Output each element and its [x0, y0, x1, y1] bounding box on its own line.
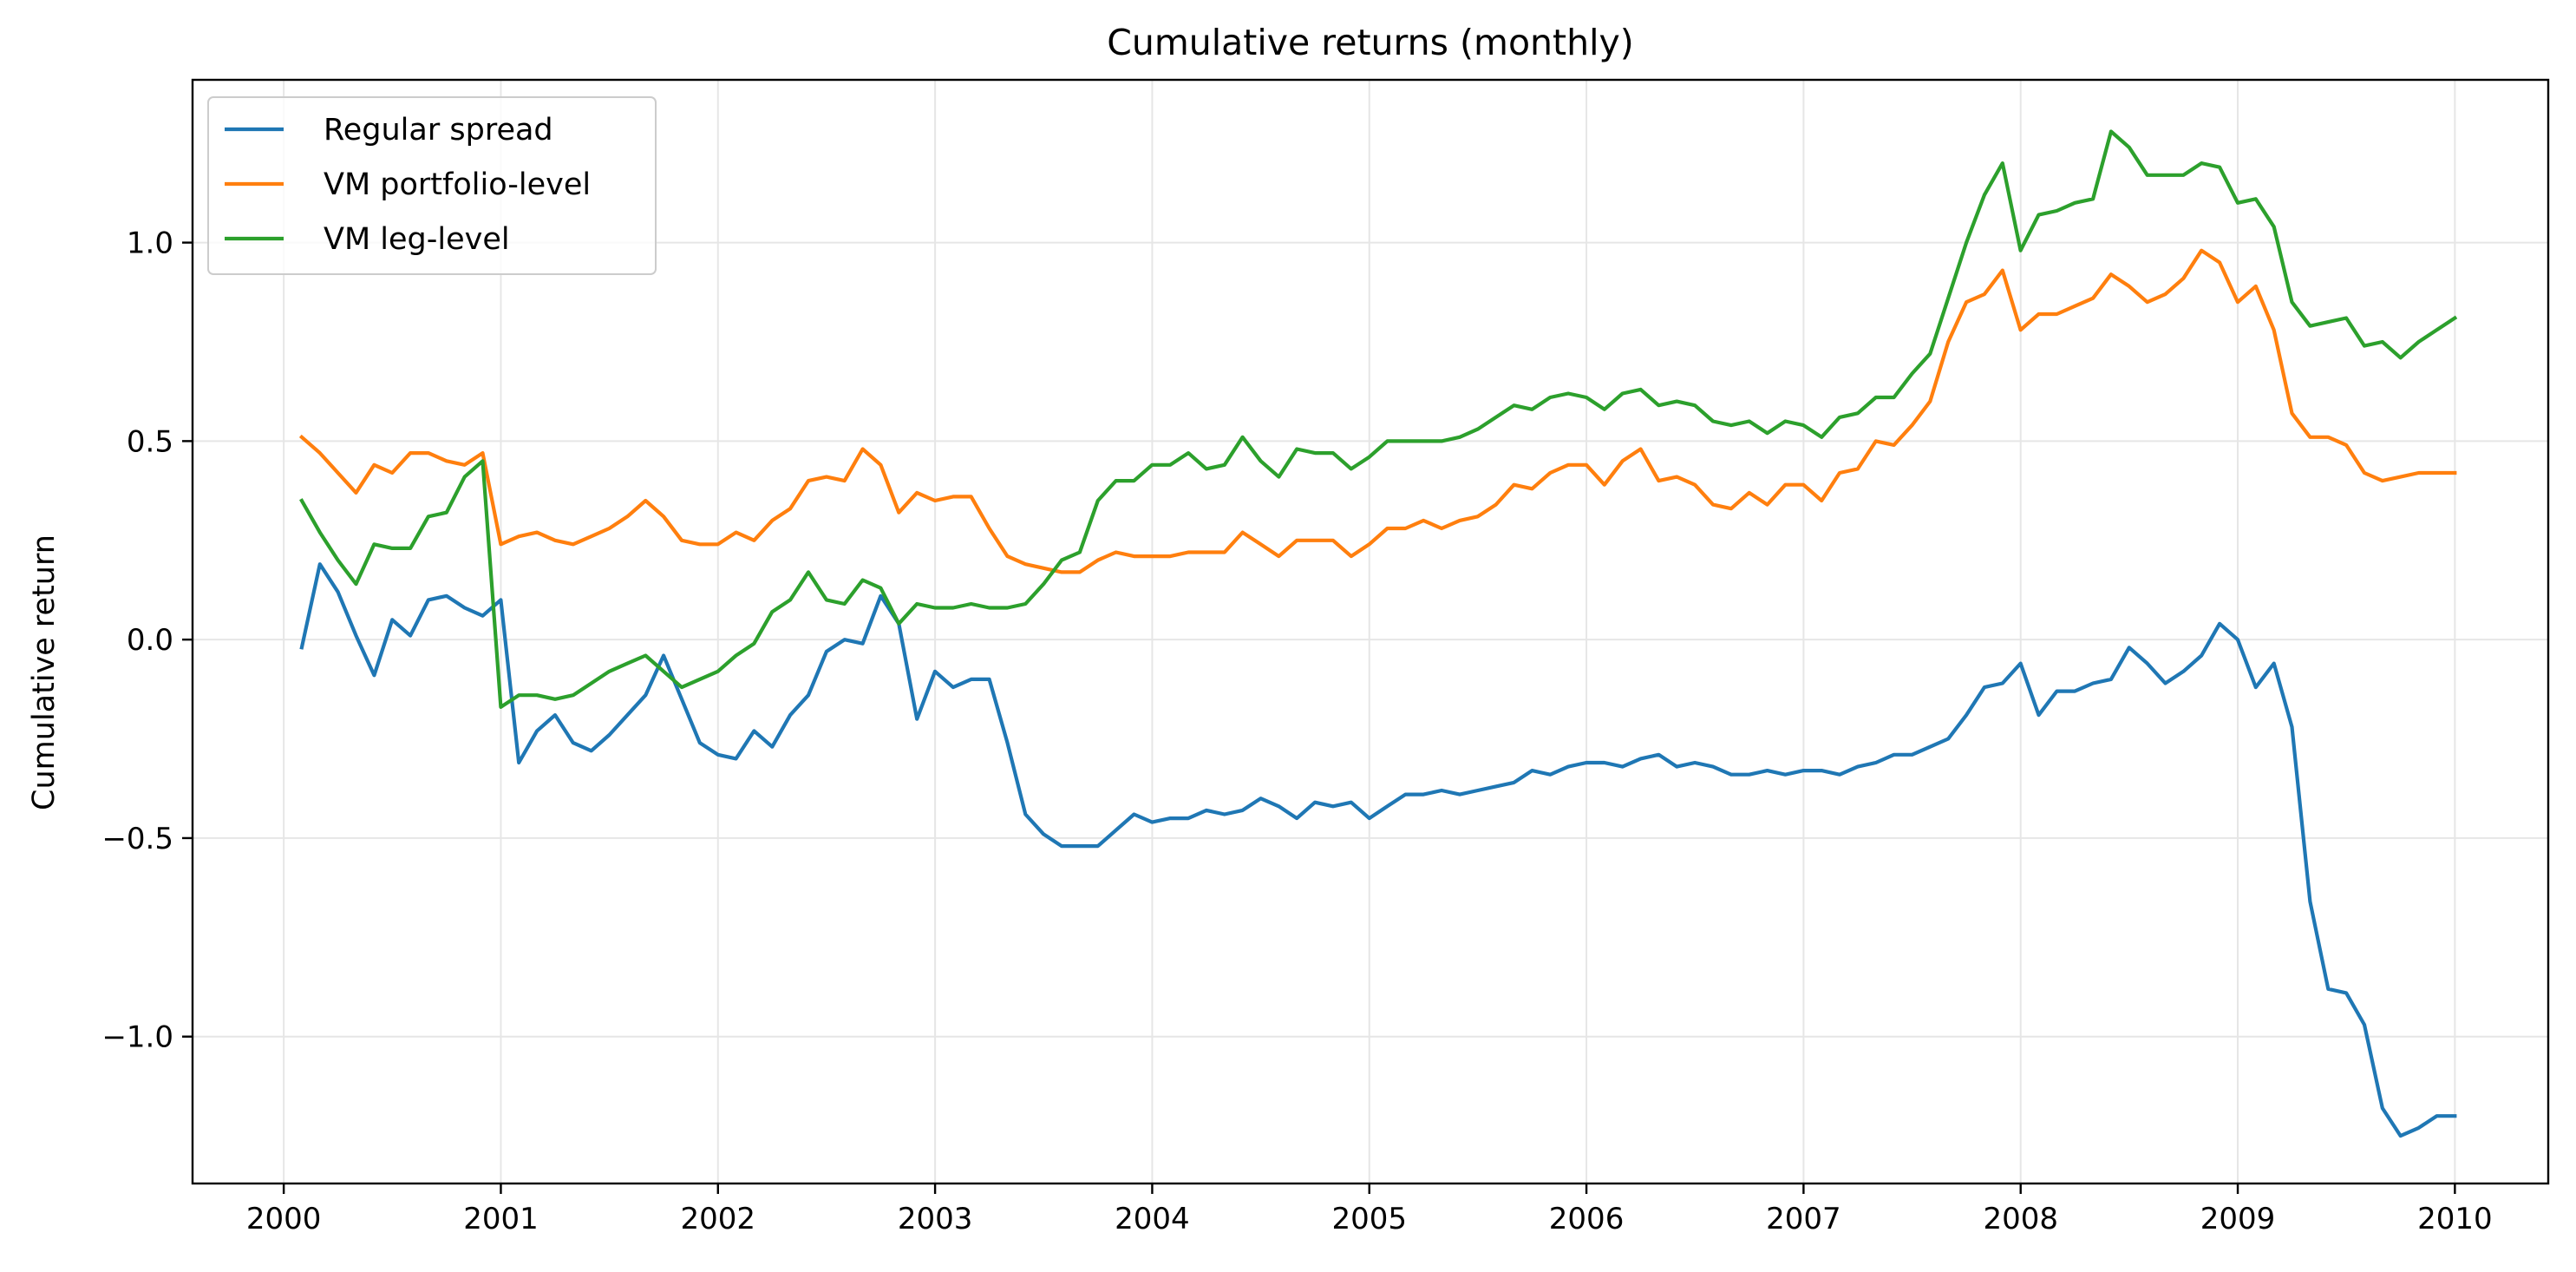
series-lines	[298, 129, 2458, 1138]
x-tick-label: 2006	[1549, 1202, 1625, 1236]
x-tick-label: 2010	[2417, 1202, 2493, 1236]
y-axis-label: Cumulative return	[27, 534, 62, 810]
x-tick-label: 2002	[681, 1202, 756, 1236]
legend-label: VM leg-level	[324, 222, 510, 257]
series-line-3	[299, 129, 2458, 710]
plot-area-frame	[191, 78, 2550, 1185]
x-tick-label: 2009	[2200, 1202, 2276, 1236]
y-tick-label: 1.0	[127, 226, 173, 261]
x-tick-label: 2003	[898, 1202, 973, 1236]
y-tick-label: 0.0	[127, 623, 173, 658]
axis-ticks: 2000 2001 2002 2003 2004 2005 2006 2007 2008 2009…	[101, 226, 2492, 1236]
legend: Regular spread VM portfolio-level VM leg-l…	[207, 96, 657, 275]
legend-box	[207, 96, 657, 275]
chart-title: Cumulative returns (monthly)	[1107, 22, 1634, 63]
series-line-1	[299, 562, 2457, 1138]
y-tick-label: −0.5	[101, 822, 173, 856]
x-tick-label: 2007	[1766, 1202, 1841, 1236]
x-tick-label: 2000	[246, 1202, 322, 1236]
x-tick-label: 2008	[1983, 1202, 2058, 1236]
y-tick-label: −1.0	[101, 1020, 173, 1055]
y-tick-label: 0.5	[127, 424, 173, 459]
x-tick-label: 2004	[1115, 1202, 1190, 1236]
x-tick-label: 2005	[1331, 1202, 1407, 1236]
legend-label: VM portfolio-level	[324, 167, 591, 202]
series-line-2	[298, 248, 2457, 574]
x-tick-label: 2001	[463, 1202, 539, 1236]
legend-label: Regular spread	[324, 113, 553, 148]
